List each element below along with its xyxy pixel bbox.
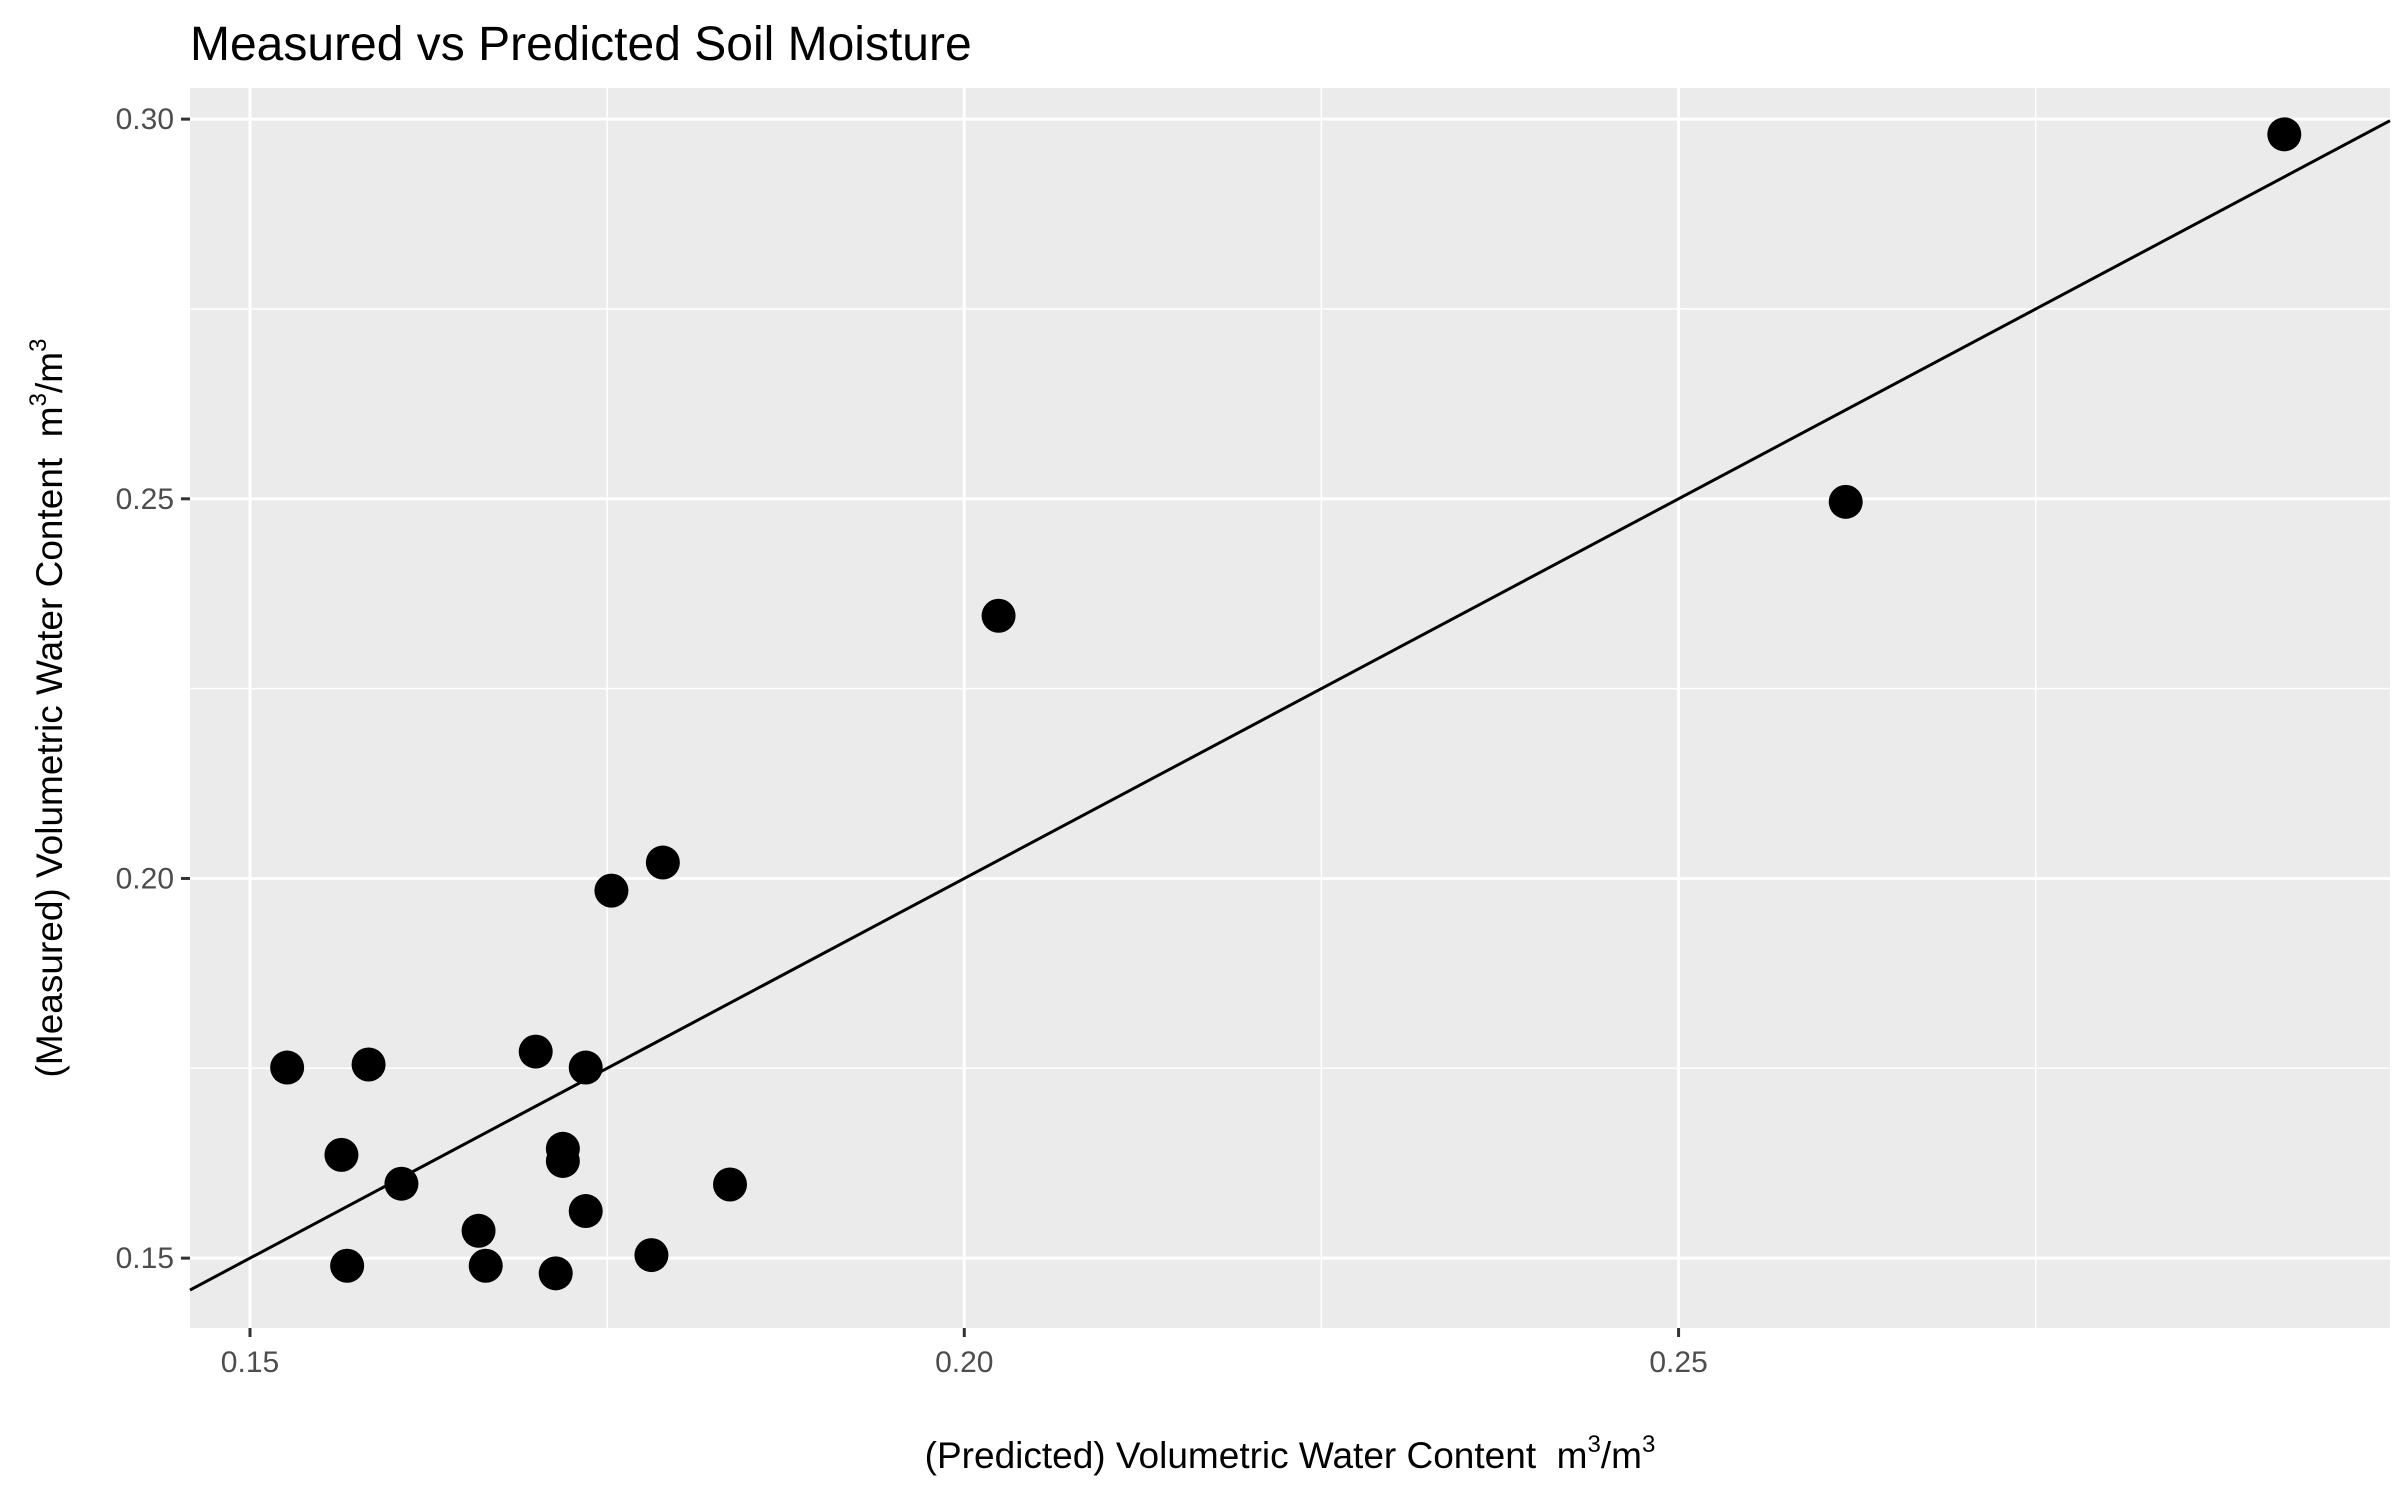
data-point xyxy=(594,873,629,908)
y-axis-title: (Measured) Volumetric Water Content m3/m… xyxy=(25,339,70,1078)
y-tick-label: 0.20 xyxy=(116,862,174,895)
data-point xyxy=(270,1050,305,1085)
y-tick-label: 0.15 xyxy=(116,1242,174,1275)
data-point xyxy=(981,598,1016,633)
data-point xyxy=(545,1143,580,1178)
data-point xyxy=(384,1166,419,1201)
data-point xyxy=(634,1238,669,1273)
chart-title: Measured vs Predicted Soil Moisture xyxy=(190,18,972,71)
reference-line xyxy=(189,119,2391,1292)
data-point xyxy=(713,1167,747,1202)
y-unit-base: m xyxy=(29,406,70,437)
data-point xyxy=(568,1194,603,1229)
x-tick-label: 0.25 xyxy=(1649,1346,1707,1379)
data-point xyxy=(1828,484,1863,519)
data-point xyxy=(461,1213,496,1248)
y-axis-ticks: 0.15 0.20 0.25 0.30 xyxy=(116,103,190,1275)
data-point xyxy=(330,1248,365,1283)
plot-panel xyxy=(190,88,2390,1328)
x-unit-sup: 3 xyxy=(1587,1431,1600,1458)
y-tick-label: 0.25 xyxy=(116,483,174,516)
minor-gridlines xyxy=(190,88,2390,1328)
x-unit-base2: m xyxy=(1611,1435,1642,1476)
y-axis-title-text: (Measured) Volumetric Water Content xyxy=(29,457,70,1077)
data-point xyxy=(538,1256,573,1291)
x-unit-base: m xyxy=(1557,1435,1588,1476)
data-point xyxy=(468,1248,503,1283)
y-unit-sup2: 3 xyxy=(25,339,52,352)
x-tick-label: 0.20 xyxy=(935,1346,993,1379)
data-point xyxy=(568,1050,603,1085)
data-point xyxy=(324,1137,359,1172)
data-point xyxy=(518,1034,553,1069)
data-point xyxy=(645,845,680,880)
y-unit-sup: 3 xyxy=(25,393,52,406)
y-tick-label: 0.30 xyxy=(116,103,174,136)
x-axis-ticks: 0.15 0.20 0.25 xyxy=(221,1328,1708,1379)
x-tick-label: 0.15 xyxy=(221,1346,279,1379)
x-unit-sup2: 3 xyxy=(1642,1431,1655,1458)
y-unit-base2: m xyxy=(29,352,70,383)
x-axis-title: (Predicted) Volumetric Water Content m3/… xyxy=(925,1431,1656,1476)
x-axis-title-text: (Predicted) Volumetric Water Content xyxy=(925,1435,1537,1476)
data-point xyxy=(351,1047,386,1082)
x-unit-sep: / xyxy=(1601,1435,1612,1476)
major-gridlines xyxy=(190,88,2390,1328)
data-point xyxy=(2267,117,2302,152)
y-unit-sep: / xyxy=(29,382,70,393)
data-points xyxy=(270,117,2302,1291)
